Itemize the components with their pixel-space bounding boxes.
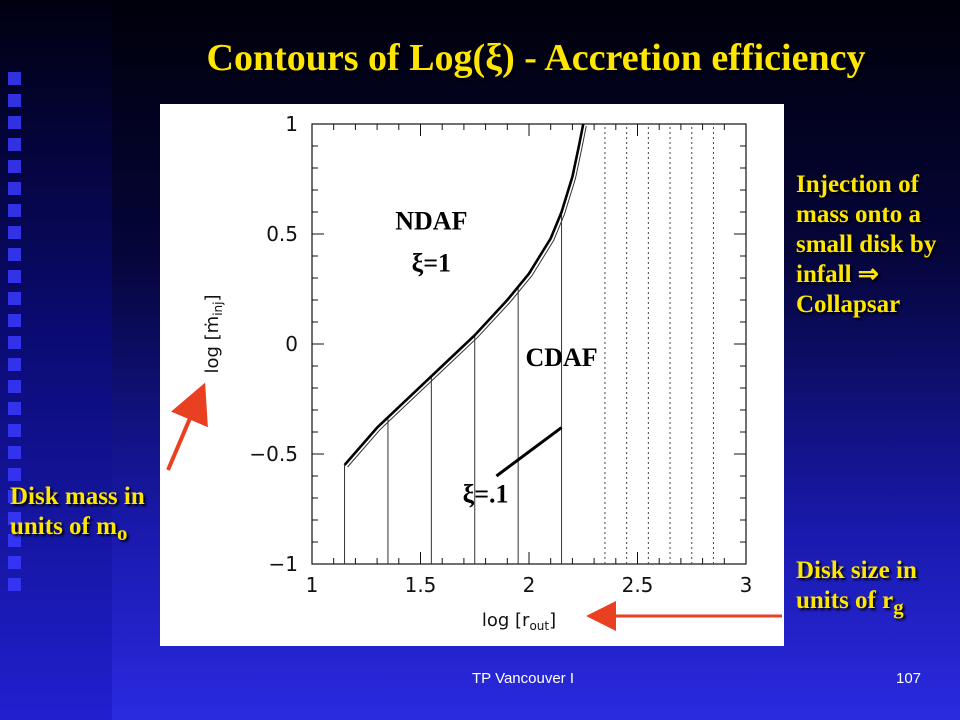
note-disk-mass: Disk mass in units of mo — [10, 482, 160, 548]
xi-pointer-arrow — [495, 426, 563, 478]
note-disk-size-subscript: g — [893, 595, 904, 619]
ndaf-cdaf-boundary-secondary — [347, 125, 587, 468]
y-axis-label: log [ṁinj] — [202, 294, 225, 373]
x-tick-label: 2 — [523, 573, 536, 597]
region-annotation: CDAF — [525, 343, 597, 372]
x-tick-label: 1.5 — [405, 573, 437, 597]
side-square — [8, 468, 21, 481]
side-square — [8, 160, 21, 173]
side-square — [8, 380, 21, 393]
note-disk-size-text: Disk size in units of r — [796, 557, 917, 614]
y-tick-label: −1 — [269, 552, 298, 576]
x-tick-label: 1 — [306, 573, 319, 597]
x-tick-label: 2.5 — [622, 573, 654, 597]
side-band — [0, 0, 112, 720]
side-square — [8, 292, 21, 305]
side-square — [8, 424, 21, 437]
slide-title: Contours of Log(ξ) - Accretion efficienc… — [206, 37, 866, 79]
y-tick-label: 0.5 — [266, 222, 298, 246]
side-square — [8, 248, 21, 261]
x-tick-label: 3 — [740, 573, 753, 597]
note-injection: Injection of mass onto a small disk by i… — [796, 171, 937, 318]
region-annotation: NDAF — [395, 207, 467, 236]
side-square — [8, 116, 21, 129]
side-square — [8, 578, 21, 591]
side-square — [8, 534, 21, 547]
slide-number: 107 — [896, 670, 922, 687]
x-axis-label: log [rout] — [482, 610, 556, 633]
y-tick-label: −0.5 — [249, 442, 298, 466]
ndaf-cdaf-boundary — [343, 123, 585, 466]
side-square — [8, 138, 21, 151]
side-square — [8, 226, 21, 239]
side-square — [8, 446, 21, 459]
note-disk-mass-text: Disk mass in units of m — [10, 483, 145, 540]
side-square — [8, 402, 21, 415]
side-square — [8, 512, 21, 525]
side-square — [8, 336, 21, 349]
side-square — [8, 556, 21, 569]
note-disk-size: Disk size in units of rg — [796, 556, 960, 622]
y-tick-label: 1 — [285, 112, 298, 136]
footer-text: TP Vancouver I — [472, 670, 574, 687]
side-square — [8, 358, 21, 371]
side-square — [8, 314, 21, 327]
side-square — [8, 204, 21, 217]
side-square — [8, 270, 21, 283]
region-annotation: ξ=.1 — [463, 479, 509, 508]
side-square — [8, 490, 21, 503]
note-disk-mass-subscript: o — [116, 521, 128, 545]
side-square — [8, 182, 21, 195]
side-square — [8, 94, 21, 107]
contour-chart: 1 1.5 2 2.5 3 −1 −0.5 0 0.5 1 log [rout] log [ṁinj]… — [160, 104, 784, 646]
chart-svg: 1 1.5 2 2.5 3 −1 −0.5 0 0.5 1 log [rout] log [ṁinj]… — [202, 112, 753, 633]
y-tick-label: 0 — [285, 332, 298, 356]
region-annotation: ξ=1 — [412, 248, 451, 277]
side-square — [8, 72, 21, 85]
